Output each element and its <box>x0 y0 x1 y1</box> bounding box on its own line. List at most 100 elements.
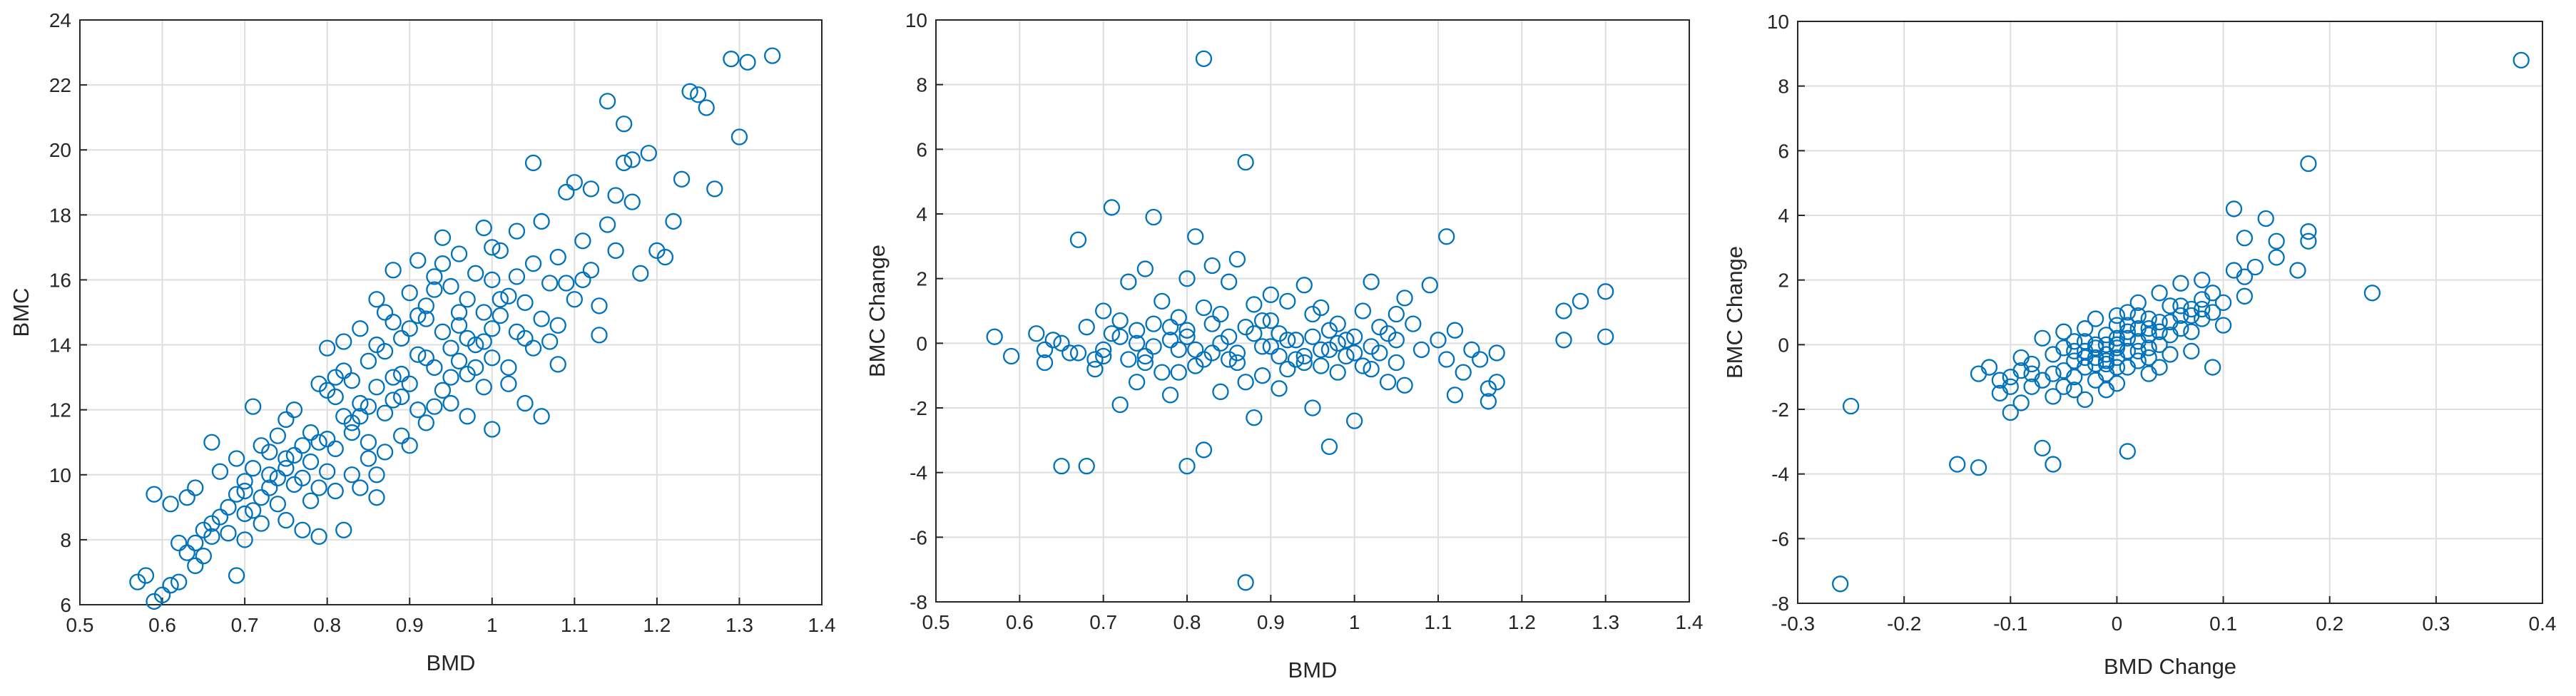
data-point <box>2151 285 2168 302</box>
data-point <box>2129 307 2147 324</box>
data-point <box>566 291 583 308</box>
data-point <box>1287 351 1305 368</box>
data-point <box>442 277 459 295</box>
data-point <box>1949 456 1966 473</box>
data-point <box>2363 285 2381 302</box>
data-point <box>986 328 1003 345</box>
data-point <box>2055 339 2072 357</box>
data-point <box>2108 359 2126 376</box>
data-point <box>2002 404 2019 421</box>
data-point <box>1329 315 1346 332</box>
data-point <box>385 262 402 279</box>
data-point <box>698 99 715 116</box>
data-point <box>1271 380 1288 397</box>
x-tick-label: 0 <box>2112 613 2123 635</box>
marker-layer <box>986 50 1614 591</box>
data-point <box>574 271 591 289</box>
data-point <box>484 320 501 337</box>
data-point <box>2151 359 2168 376</box>
data-point <box>1128 374 1146 391</box>
data-point <box>228 450 245 467</box>
data-point <box>1228 250 1246 268</box>
data-point <box>1313 341 1330 359</box>
data-point <box>401 285 418 302</box>
data-point <box>2119 342 2136 360</box>
data-point <box>1295 354 1313 372</box>
data-point <box>459 408 476 425</box>
data-point <box>1069 231 1087 248</box>
data-point <box>1161 319 1179 336</box>
data-point <box>1354 357 1372 374</box>
data-point <box>1036 354 1054 372</box>
data-point <box>1271 325 1288 342</box>
x-tick-label: 1.2 <box>643 614 671 636</box>
data-point <box>2194 272 2211 289</box>
data-point <box>2183 342 2200 360</box>
data-point <box>1161 332 1179 349</box>
data-point <box>253 515 270 532</box>
data-point <box>450 245 468 262</box>
y-tick-label: 6 <box>916 138 927 160</box>
data-point <box>2087 310 2104 327</box>
x-tick-label: 1.4 <box>1676 611 1704 633</box>
data-point <box>1388 354 1405 372</box>
data-point <box>426 398 443 415</box>
data-point <box>376 444 394 461</box>
data-point <box>1154 292 1171 310</box>
data-point <box>228 486 245 503</box>
data-point <box>1145 338 1162 355</box>
data-point <box>1842 397 1860 415</box>
data-point <box>1396 377 1413 394</box>
data-point <box>1320 322 1338 339</box>
data-point <box>245 398 262 415</box>
data-point <box>2097 382 2115 399</box>
data-point <box>616 154 633 172</box>
data-point <box>2087 339 2104 357</box>
data-point <box>1354 302 1372 319</box>
data-point <box>730 128 748 145</box>
data-point <box>549 317 566 334</box>
data-point <box>516 329 534 347</box>
data-point <box>1095 347 1112 365</box>
data-point <box>1438 228 1455 245</box>
data-point <box>1555 332 1572 349</box>
x-tick-label: -0.1 <box>1993 613 2027 635</box>
data-point <box>1078 457 1095 475</box>
data-point <box>170 573 188 590</box>
data-point <box>278 411 295 428</box>
data-point <box>2077 391 2094 409</box>
data-point <box>1044 332 1062 349</box>
data-point <box>1053 334 1070 352</box>
data-point <box>632 265 649 282</box>
data-point <box>434 382 452 399</box>
data-point <box>327 482 344 500</box>
data-point <box>1120 273 1137 290</box>
data-point <box>1095 341 1112 359</box>
data-point <box>1053 457 1070 475</box>
data-point <box>2140 310 2157 327</box>
data-point <box>1154 364 1171 381</box>
data-point <box>492 307 509 324</box>
data-point <box>2183 300 2200 318</box>
data-point <box>541 333 559 350</box>
tick-layer: 0.5 0.6 0.7 0.8 0.9 1 1.1 1.2 1.3 1.4 -8 -6 -4 -2 0 2 4 6… <box>905 9 1704 633</box>
y-axis-label: BMC <box>9 288 34 337</box>
data-point <box>1212 305 1229 323</box>
data-point <box>203 515 220 532</box>
data-point <box>616 116 633 133</box>
data-point <box>343 424 360 441</box>
data-point <box>591 297 608 314</box>
data-point <box>599 216 616 233</box>
y-tick-label: 4 <box>1778 205 1789 227</box>
x-tick-label: 1 <box>487 614 498 636</box>
x-tick-label: 0.3 <box>2422 613 2450 635</box>
data-point <box>352 394 369 412</box>
data-point <box>245 460 262 477</box>
data-point <box>1111 396 1129 414</box>
data-point <box>706 180 723 198</box>
data-point <box>533 213 550 230</box>
data-point <box>1363 360 1380 378</box>
data-point <box>549 356 566 373</box>
data-point <box>484 349 501 367</box>
data-point <box>368 466 385 483</box>
